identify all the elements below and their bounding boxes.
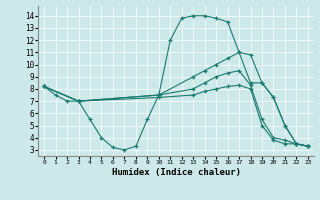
X-axis label: Humidex (Indice chaleur): Humidex (Indice chaleur) [111, 168, 241, 177]
